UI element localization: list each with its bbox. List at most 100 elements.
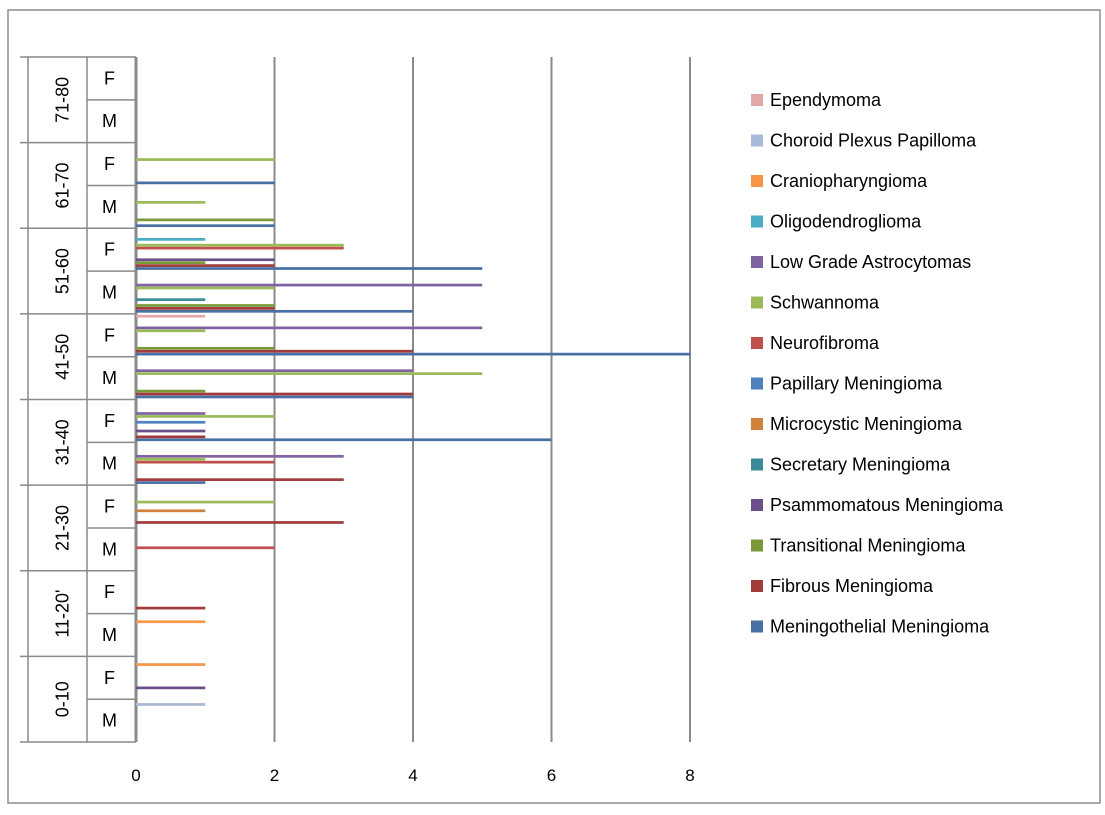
legend-label: Secretary Meningioma bbox=[770, 455, 951, 475]
x-tick-label: 4 bbox=[408, 766, 417, 785]
bar bbox=[136, 267, 483, 270]
group-label: 11-20' bbox=[52, 589, 72, 637]
legend-swatch bbox=[751, 134, 763, 147]
sex-label: M bbox=[102, 282, 117, 302]
sex-label: M bbox=[102, 539, 117, 559]
bar bbox=[136, 349, 413, 353]
sex-label: F bbox=[104, 325, 115, 345]
bar bbox=[136, 224, 275, 228]
bar bbox=[136, 663, 206, 666]
x-tick-label: 2 bbox=[270, 766, 279, 785]
bar bbox=[136, 438, 552, 442]
sex-label: F bbox=[104, 668, 115, 688]
bar bbox=[136, 429, 206, 433]
x-tick-label: 0 bbox=[131, 766, 140, 785]
chart-frame bbox=[7, 9, 1101, 804]
bar bbox=[136, 369, 413, 373]
group-label: 0-10 bbox=[52, 681, 72, 717]
bar bbox=[136, 521, 344, 524]
bars bbox=[136, 158, 690, 706]
legend-label: Neurofibroma bbox=[770, 333, 880, 353]
bar bbox=[136, 201, 206, 204]
group-label: 31-40 bbox=[52, 419, 72, 465]
sex-label: M bbox=[102, 111, 117, 131]
legend-label: Low Grade Astrocytomas bbox=[770, 252, 971, 272]
legend-swatch bbox=[751, 620, 763, 633]
sex-label: F bbox=[104, 68, 115, 88]
bar bbox=[136, 500, 275, 504]
bar bbox=[136, 218, 275, 222]
bar bbox=[136, 606, 206, 610]
bar bbox=[136, 283, 483, 287]
group-label: 61-70 bbox=[52, 162, 72, 208]
bar bbox=[136, 620, 206, 624]
bar bbox=[136, 329, 206, 333]
bar bbox=[136, 454, 344, 458]
group-label: 51-60 bbox=[52, 248, 72, 294]
legend-label: Craniopharyngioma bbox=[770, 171, 928, 191]
bar bbox=[136, 286, 275, 290]
sex-label: M bbox=[102, 711, 117, 731]
sex-label: F bbox=[104, 411, 115, 431]
legend-swatch bbox=[751, 539, 763, 552]
bar bbox=[136, 309, 413, 313]
bar bbox=[136, 372, 483, 375]
bar bbox=[136, 237, 206, 241]
legend-swatch bbox=[751, 499, 763, 511]
legend-label: Microcystic Meningioma bbox=[770, 414, 963, 434]
x-tick-label: 6 bbox=[547, 766, 556, 785]
group-label: 71-80 bbox=[52, 77, 72, 123]
bar bbox=[136, 158, 275, 161]
legend-swatch bbox=[751, 458, 763, 471]
group-label: 41-50 bbox=[52, 334, 72, 380]
legend-swatch bbox=[751, 215, 763, 228]
legend-label: Transitional Meningioma bbox=[770, 536, 966, 556]
sex-label: M bbox=[102, 625, 117, 645]
bar bbox=[136, 264, 275, 267]
bar bbox=[136, 243, 344, 247]
legend-label: Oligodendroglioma bbox=[770, 212, 922, 232]
x-tick-label: 8 bbox=[685, 766, 694, 785]
bar bbox=[136, 481, 206, 484]
bar bbox=[136, 509, 206, 513]
x-axis-ticks: 0 2 4 6 8 bbox=[131, 766, 694, 785]
bar bbox=[136, 420, 206, 424]
bar bbox=[136, 703, 206, 706]
bar bbox=[136, 415, 275, 418]
category-axis: 0-10 M F 11-20' M F 21-30 M F 31-40 M F 41-50 M F 51-60… bbox=[20, 56, 136, 743]
group-label: 21-30 bbox=[52, 505, 72, 551]
bar bbox=[136, 546, 275, 550]
bar bbox=[136, 686, 206, 690]
sex-label: F bbox=[104, 240, 115, 260]
bar bbox=[136, 304, 275, 307]
bar bbox=[136, 326, 483, 330]
bar bbox=[136, 460, 275, 464]
legend-swatch bbox=[751, 296, 763, 309]
bar bbox=[136, 352, 690, 356]
bar bbox=[136, 258, 275, 262]
bar bbox=[136, 395, 413, 399]
bar bbox=[136, 412, 206, 415]
legend-swatch bbox=[751, 337, 763, 349]
legend-label: Schwannoma bbox=[770, 293, 880, 313]
bar bbox=[136, 435, 206, 439]
legend-swatch bbox=[751, 256, 763, 268]
bar bbox=[136, 457, 206, 461]
bar bbox=[136, 298, 206, 302]
legend-label: Choroid Plexus Papilloma bbox=[770, 131, 977, 151]
legend-swatch bbox=[751, 94, 763, 106]
legend-swatch bbox=[751, 418, 763, 430]
legend-label: Meningothelial Meningioma bbox=[770, 617, 990, 637]
sex-label: M bbox=[102, 368, 117, 388]
bar bbox=[136, 389, 206, 393]
sex-label: F bbox=[104, 497, 115, 517]
legend-swatch bbox=[751, 580, 763, 592]
sex-label: M bbox=[102, 454, 117, 474]
bar bbox=[136, 181, 275, 185]
legend-swatch bbox=[751, 175, 763, 187]
bar bbox=[136, 392, 413, 396]
legend: Ependymoma Choroid Plexus Papilloma Cranio… bbox=[751, 90, 1004, 637]
legend-label: Ependymoma bbox=[770, 90, 882, 110]
